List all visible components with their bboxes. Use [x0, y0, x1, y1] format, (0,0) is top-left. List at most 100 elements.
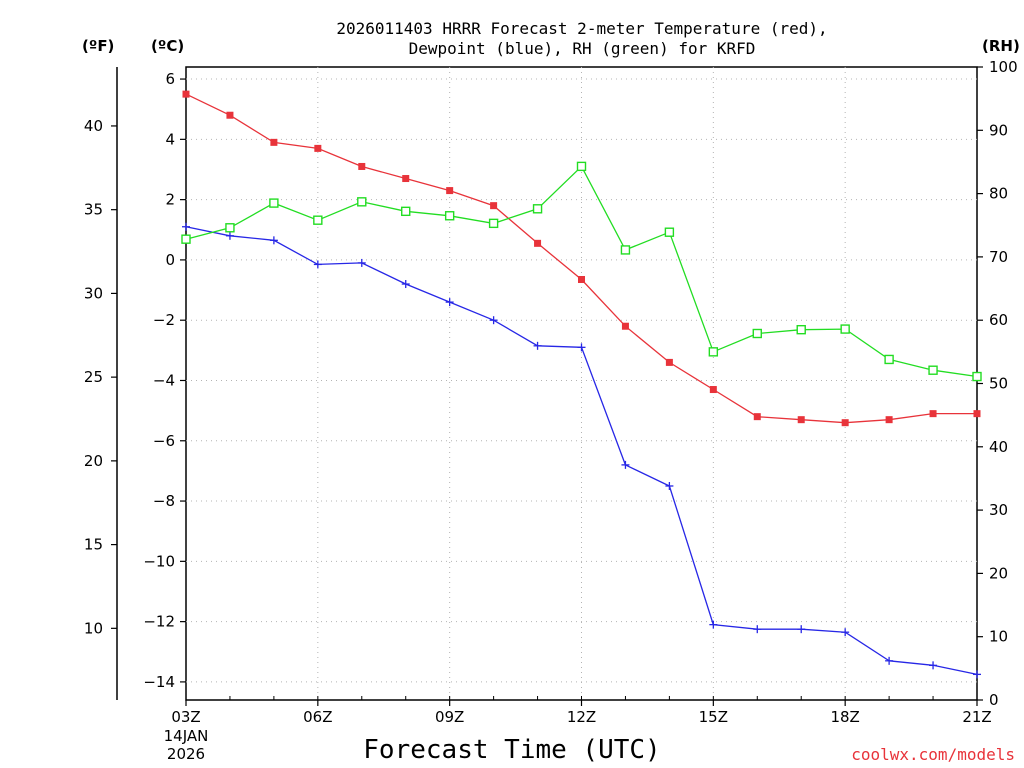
fahrenheit-unit-label: (ºF)	[82, 37, 114, 55]
time-tick-label: 06Z	[303, 708, 332, 726]
rh-series	[181, 161, 982, 382]
celsius-unit-label: (ºC)	[151, 37, 184, 55]
dewpoint-point	[357, 258, 366, 267]
rh-point	[796, 324, 806, 335]
temperature-point	[885, 416, 893, 424]
rh-tick-label: 60	[989, 311, 1008, 329]
rh-tick-label: 40	[989, 438, 1008, 456]
rh-point	[884, 354, 894, 365]
fahrenheit-tick-label: 30	[84, 284, 103, 302]
dewpoint-point	[269, 236, 278, 245]
time-tick-label: 18Z	[830, 708, 859, 726]
rh-tick-label: 30	[989, 501, 1008, 519]
rh-tick-label: 0	[989, 691, 999, 709]
temperature-point	[534, 239, 542, 247]
dewpoint-point	[841, 628, 850, 637]
rh-tick-label: 100	[989, 58, 1018, 76]
credit-text: coolwx.com/models	[851, 745, 1015, 764]
temperature-point	[182, 90, 190, 98]
dewpoint-point	[313, 260, 322, 269]
fahrenheit-tick-label: 40	[84, 117, 103, 135]
chart-title-line2: Dewpoint (blue), RH (green) for KRFD	[409, 39, 756, 58]
rh-point	[225, 223, 235, 233]
fahrenheit-axis: 40 35 30 25 20 15 10	[84, 117, 117, 637]
dewpoint-point	[753, 625, 762, 634]
dewpoint-point	[885, 656, 894, 665]
rh-point	[708, 347, 719, 357]
rh-tick-label: 70	[989, 248, 1008, 266]
temperature-point	[490, 202, 498, 210]
dewpoint-point	[973, 670, 981, 679]
celsius-tick-label: −12	[143, 613, 175, 631]
data-series	[181, 90, 982, 679]
time-tick-label: 09Z	[435, 708, 464, 726]
temperature-line	[185, 93, 977, 424]
temperature-point	[578, 276, 585, 284]
time-tick-label: 12Z	[567, 708, 596, 726]
rh-point	[401, 206, 411, 217]
dewpoint-point	[665, 481, 674, 490]
dewpoint-point	[489, 316, 498, 325]
rh-tick-label: 90	[989, 121, 1008, 139]
temperature-point	[665, 358, 673, 366]
temperature-point	[270, 138, 278, 146]
dewpoint-point	[929, 661, 938, 670]
temperature-point	[358, 162, 366, 170]
time-axis: 03Z 06Z 09Z 12Z 15Z 18Z 21Z	[171, 696, 992, 726]
dewpoint-point	[797, 625, 806, 634]
temperature-point	[709, 386, 717, 394]
dewpoint-point	[225, 231, 234, 240]
dewpoint-series	[182, 222, 981, 679]
rh-point	[313, 215, 323, 225]
celsius-tick-label: −14	[143, 673, 175, 691]
rh-point	[752, 328, 762, 339]
temperature-point	[226, 111, 234, 119]
time-tick-label: 15Z	[699, 708, 728, 726]
temperature-point	[753, 413, 761, 421]
dewpoint-point	[577, 343, 586, 352]
rh-point	[269, 198, 279, 208]
fahrenheit-tick-label: 10	[84, 619, 103, 637]
temperature-point	[841, 419, 849, 427]
dewpoint-point	[182, 222, 190, 231]
rh-point	[576, 161, 587, 172]
rh-point	[532, 204, 543, 214]
celsius-tick-label: −8	[153, 492, 175, 510]
celsius-tick-label: −2	[153, 311, 175, 329]
rh-tick-label: 10	[989, 628, 1008, 646]
celsius-tick-label: 6	[165, 70, 175, 88]
dewpoint-point	[533, 341, 542, 350]
celsius-tick-label: 4	[165, 130, 175, 148]
rh-point	[488, 218, 499, 229]
temperature-point	[446, 187, 454, 195]
time-tick-label: 21Z	[962, 708, 991, 726]
rh-point	[620, 245, 631, 255]
grid-lines	[186, 67, 977, 700]
dewpoint-point	[401, 280, 410, 289]
temperature-point	[973, 410, 981, 418]
date-label-day: 14JAN	[164, 727, 209, 745]
celsius-tick-label: −10	[143, 552, 175, 570]
rh-point	[664, 227, 675, 237]
celsius-tick-label: 2	[165, 191, 175, 209]
rh-point	[972, 371, 982, 382]
x-axis-label: Forecast Time (UTC)	[363, 735, 660, 765]
date-label-year: 2026	[167, 745, 205, 763]
rh-point	[181, 234, 191, 244]
fahrenheit-tick-label: 25	[84, 368, 103, 386]
rh-point	[840, 324, 850, 334]
rh-tick-label: 80	[989, 185, 1008, 203]
rh-point	[928, 365, 938, 375]
celsius-tick-label: −4	[153, 371, 175, 389]
temperature-point	[621, 322, 629, 330]
rh-unit-label: (RH)	[982, 37, 1020, 55]
temperature-point	[314, 144, 322, 152]
dewpoint-point	[445, 298, 454, 307]
temperature-point	[402, 175, 410, 183]
rh-tick-label: 20	[989, 564, 1008, 582]
celsius-tick-label: 0	[165, 251, 175, 269]
rh-point	[444, 211, 455, 221]
fahrenheit-tick-label: 15	[84, 536, 103, 554]
